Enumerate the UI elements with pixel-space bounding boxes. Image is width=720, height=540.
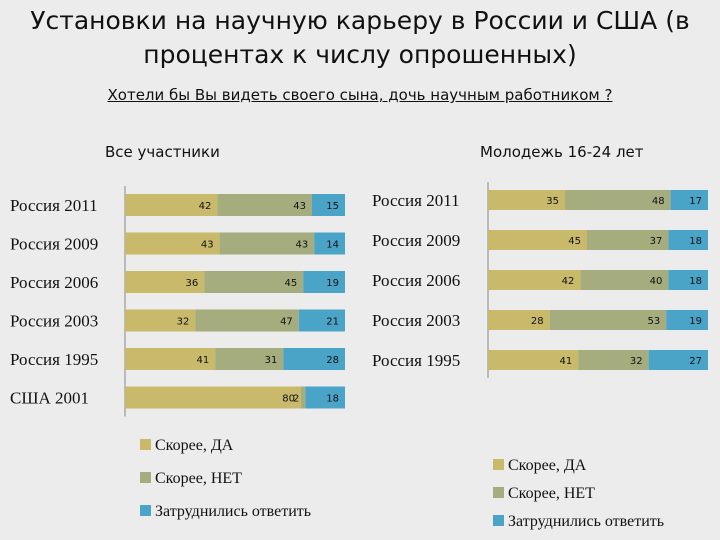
data-label: 43	[295, 240, 308, 251]
category-label: Россия 2006	[10, 273, 98, 292]
bar-segment	[217, 194, 312, 216]
bar-segment	[195, 309, 299, 332]
right-chart: Россия 2011 35 48 17 Россия 2009 45 37 18 Россия…	[372, 182, 708, 378]
legend-swatch	[140, 472, 151, 483]
bar-segment	[125, 271, 205, 293]
legend-swatch	[493, 459, 504, 470]
right-legend: Скорее, ДА Скорее, НЕТ Затруднились ответи…	[493, 457, 664, 530]
category-label: Россия 2003	[372, 311, 460, 330]
bar-segment	[549, 310, 667, 330]
data-label: 37	[650, 236, 663, 247]
bar-segment	[580, 270, 669, 290]
bar-segment	[666, 310, 708, 330]
page-subtitle: Хотели бы Вы видеть своего сына, дочь на…	[107, 86, 613, 104]
bar-segment	[125, 194, 218, 216]
data-label: 47	[280, 317, 293, 328]
data-label: 41	[196, 355, 209, 366]
legend-label: Затруднились ответить	[508, 513, 664, 530]
category-label: Россия 2003	[10, 312, 98, 331]
bar-segment	[488, 230, 587, 250]
category-label: Россия 2011	[10, 196, 98, 215]
data-label: 21	[326, 317, 339, 328]
legend-swatch	[140, 505, 151, 516]
legend-label: Скорее, НЕТ	[155, 470, 242, 487]
data-label: 27	[689, 356, 702, 367]
left-chart: Россия 2011 42 43 15 Россия 2009 43 43 14 Россия…	[10, 186, 345, 417]
data-label: 18	[689, 276, 702, 287]
bar-segment	[215, 348, 284, 370]
bar-segment	[668, 270, 708, 290]
bar-segment	[668, 230, 708, 250]
bar-segment	[298, 309, 345, 332]
bar-segment	[283, 348, 345, 370]
legend-swatch	[493, 487, 504, 498]
bar-segment	[488, 270, 581, 290]
bar-segment	[219, 232, 315, 255]
left-legend: Скорее, ДА Скорее, НЕТ Затруднились ответи…	[140, 437, 311, 520]
data-label: 32	[630, 356, 643, 367]
data-label: 14	[326, 240, 339, 251]
bar-segment	[314, 232, 345, 255]
data-label: 17	[689, 196, 702, 207]
data-label: 42	[562, 276, 575, 287]
data-label: 18	[326, 394, 339, 405]
data-label: 45	[284, 278, 297, 289]
bar-segment	[670, 190, 708, 210]
bar-segment	[125, 232, 220, 255]
data-label: 2	[293, 394, 299, 405]
page-title: Установки на научную карьеру в России и …	[30, 6, 690, 69]
data-label: 18	[689, 236, 702, 247]
category-label: Россия 1995	[372, 351, 460, 370]
data-label: 43	[293, 201, 306, 212]
data-label: 32	[177, 317, 190, 328]
bar-segment	[125, 386, 301, 409]
bar-segment	[125, 348, 216, 370]
legend-label: Затруднились ответить	[155, 503, 311, 520]
bar-segment	[488, 350, 579, 370]
category-label: Россия 1995	[10, 350, 98, 369]
legend-label: Скорее, ДА	[508, 457, 587, 474]
bar-segment	[312, 194, 345, 216]
bar-segment	[301, 386, 306, 409]
data-label: 41	[559, 356, 572, 367]
data-label: 53	[647, 316, 660, 327]
legend-label: Скорее, НЕТ	[508, 485, 595, 502]
category-label: Россия 2006	[372, 271, 460, 290]
bar-segment	[578, 350, 649, 370]
legend-swatch	[140, 439, 151, 450]
bar-segment	[125, 309, 196, 332]
right-chart-title: Молодежь 16-24 лет	[480, 143, 644, 161]
data-label: 40	[650, 276, 663, 287]
data-label: 19	[689, 316, 702, 327]
bar-segment	[488, 310, 550, 330]
data-label: 45	[568, 236, 581, 247]
data-label: 19	[326, 278, 339, 289]
category-label: Россия 2011	[372, 191, 460, 210]
category-label: Россия 2009	[372, 231, 460, 250]
data-label: 48	[652, 196, 665, 207]
data-label: 42	[199, 201, 212, 212]
category-label: США 2001	[10, 389, 89, 408]
bar-segment	[565, 190, 671, 210]
legend-label: Скорее, ДА	[155, 437, 234, 454]
data-label: 31	[265, 355, 278, 366]
left-chart-title: Все участники	[105, 143, 220, 161]
data-label: 28	[531, 316, 544, 327]
category-label: Россия 2009	[10, 235, 98, 254]
bar-segment	[303, 271, 345, 293]
bar-segment	[204, 271, 304, 293]
bar-segment	[648, 350, 708, 370]
legend-swatch	[493, 515, 504, 526]
bar-segment	[587, 230, 669, 250]
data-label: 80	[282, 394, 295, 405]
bar-segment	[488, 190, 565, 210]
data-label: 36	[185, 278, 198, 289]
data-label: 43	[201, 240, 214, 251]
data-label: 35	[546, 196, 559, 207]
data-label: 15	[326, 201, 339, 212]
data-label: 28	[326, 355, 339, 366]
bar-segment	[305, 386, 345, 409]
